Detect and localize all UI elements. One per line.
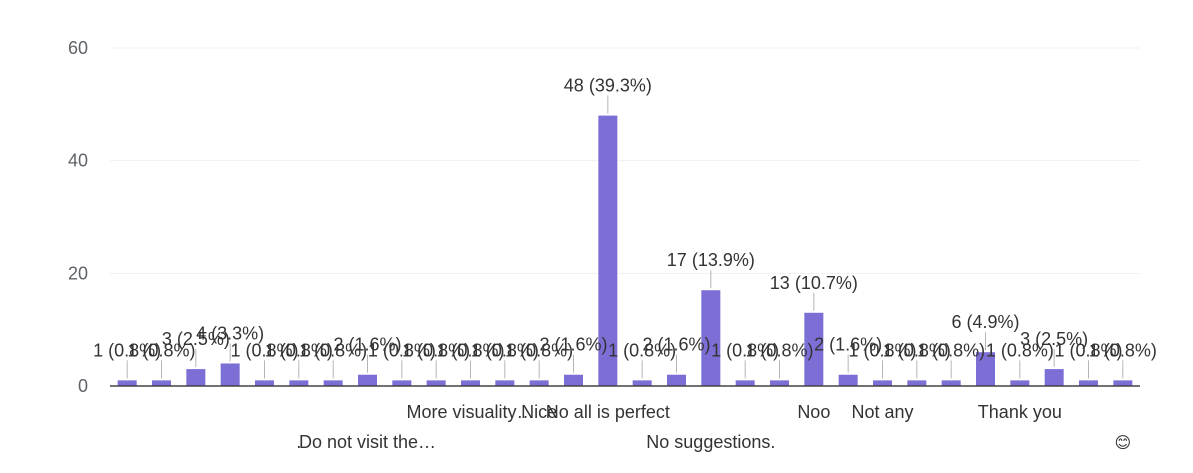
- data-label: 1 (0.8%): [745, 340, 813, 360]
- data-label: 4 (3.3%): [196, 323, 264, 343]
- data-label: 17 (13.9%): [667, 250, 755, 270]
- data-label: 1 (0.8%): [883, 340, 951, 360]
- bar-17[interactable]: [667, 374, 686, 386]
- bar-11[interactable]: [461, 380, 480, 386]
- data-label: 1 (0.8%): [368, 340, 436, 360]
- data-label: 1 (0.8%): [436, 340, 504, 360]
- data-label: 1 (0.8%): [848, 340, 916, 360]
- bars: [117, 115, 1133, 386]
- x-axis-label: .: [296, 432, 301, 452]
- data-label: 1 (0.8%): [471, 340, 539, 360]
- data-label: 1 (0.8%): [127, 340, 195, 360]
- data-label: 48 (39.3%): [564, 76, 652, 96]
- data-label: 2 (1.6%): [333, 335, 401, 355]
- x-axis-label: Do not visit the…: [299, 432, 436, 452]
- bar-14[interactable]: [564, 374, 583, 386]
- x-axis-label: No suggestions.: [646, 432, 775, 452]
- bar-25[interactable]: [941, 380, 961, 386]
- bar-7[interactable]: [323, 380, 343, 386]
- bar-9[interactable]: [392, 380, 412, 386]
- data-label: 1 (0.8%): [402, 340, 470, 360]
- bar-15[interactable]: [598, 115, 618, 386]
- bar-18[interactable]: [701, 290, 721, 386]
- data-label: 1 (0.8%): [1054, 340, 1122, 360]
- bar-13[interactable]: [529, 380, 549, 386]
- bar-27[interactable]: [1010, 380, 1030, 386]
- x-axis-label: Noo: [797, 402, 830, 422]
- bar-21[interactable]: [804, 312, 824, 386]
- data-label: 2 (1.6%): [539, 335, 607, 355]
- bar-8[interactable]: [358, 374, 377, 386]
- bar-22[interactable]: [838, 374, 858, 386]
- bar-4[interactable]: [220, 363, 240, 386]
- y-tick-label: 20: [68, 263, 88, 283]
- data-label: 1 (0.8%): [230, 340, 298, 360]
- bar-28[interactable]: [1044, 369, 1064, 386]
- bar-2[interactable]: [152, 380, 171, 386]
- bar-26[interactable]: [976, 352, 995, 386]
- bar-6[interactable]: [289, 380, 309, 386]
- data-label: 1 (0.8%): [265, 340, 333, 360]
- x-axis-label: 😊: [1114, 433, 1131, 452]
- x-axis-label: No all is perfect: [546, 402, 670, 422]
- data-label: 1 (0.8%): [505, 340, 573, 360]
- data-labels: 1 (0.8%)1 (0.8%)3 (2.5%)4 (3.3%)1 (0.8%)…: [93, 76, 1157, 361]
- bar-12[interactable]: [495, 380, 515, 386]
- data-label: 1 (0.8%): [711, 340, 779, 360]
- bar-20[interactable]: [770, 380, 789, 386]
- data-label: 1 (0.8%): [1089, 340, 1157, 360]
- data-label: 2 (1.6%): [814, 335, 882, 355]
- data-label: 13 (10.7%): [770, 273, 858, 293]
- data-label: 3 (2.5%): [1020, 329, 1088, 349]
- data-label: 1 (0.8%): [986, 340, 1054, 360]
- x-axis-label: Nice: [521, 402, 557, 422]
- data-label: 6 (4.9%): [951, 312, 1019, 332]
- data-label: 1 (0.8%): [917, 340, 985, 360]
- bar-19[interactable]: [735, 380, 755, 386]
- x-axis-label: More visuality…: [406, 402, 534, 422]
- bar-30[interactable]: [1113, 380, 1133, 386]
- data-label: 1 (0.8%): [299, 340, 367, 360]
- bar-16[interactable]: [632, 380, 652, 386]
- bar-3[interactable]: [186, 369, 206, 386]
- x-axis-label: Not any: [851, 402, 913, 422]
- data-label: 2 (1.6%): [642, 335, 710, 355]
- x-axis-label: Thank you: [978, 402, 1062, 422]
- bar-23[interactable]: [873, 380, 892, 386]
- x-axis-labels: .Do not visit the…More visuality…NiceNo …: [296, 402, 1131, 452]
- bar-5[interactable]: [255, 380, 274, 386]
- y-tick-label: 40: [68, 151, 88, 171]
- y-axis-ticks: 0 20 40 60: [68, 38, 88, 396]
- bar-24[interactable]: [907, 380, 927, 386]
- data-label: 3 (2.5%): [162, 329, 230, 349]
- data-label: 1 (0.8%): [93, 340, 161, 360]
- y-tick-label: 0: [78, 376, 88, 396]
- bar-10[interactable]: [426, 380, 446, 386]
- gridlines: [110, 47, 1140, 274]
- data-label: 1 (0.8%): [608, 340, 676, 360]
- bar-1[interactable]: [117, 380, 137, 386]
- label-leaders: [126, 95, 1124, 379]
- bar-29[interactable]: [1079, 380, 1098, 386]
- y-tick-label: 60: [68, 38, 88, 58]
